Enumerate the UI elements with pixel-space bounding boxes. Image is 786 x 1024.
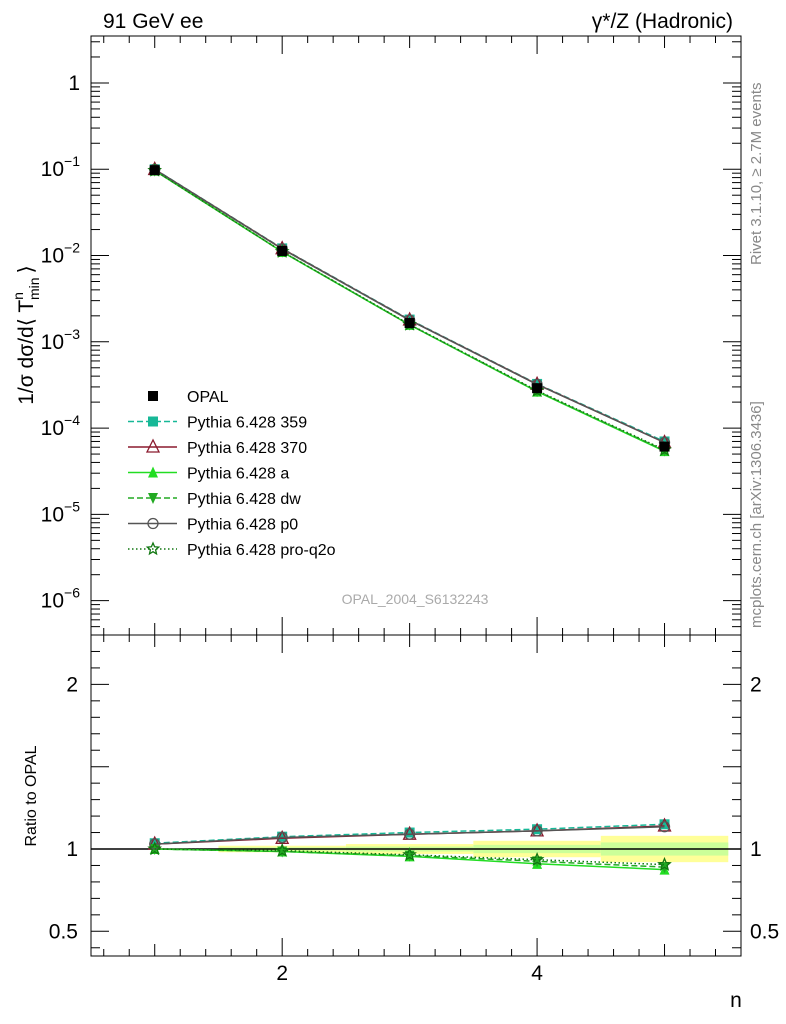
series-line — [154, 169, 665, 451]
data-point — [277, 245, 288, 256]
data-point — [659, 441, 670, 452]
ratio-tick-label-right: 1 — [750, 838, 762, 861]
legend-label: Pythia 6.428 p0 — [187, 517, 298, 534]
series-line — [154, 168, 665, 444]
y-tick-label: 10−4 — [41, 412, 81, 440]
header-left: 91 GeV ee — [103, 10, 203, 33]
y-tick-label: 10−2 — [41, 240, 81, 268]
rivet-label: Rivet 3.1.10, ≥ 2.7M events — [748, 83, 765, 266]
x-tick-label: 4 — [531, 962, 543, 985]
data-point — [276, 831, 288, 844]
data-point — [659, 819, 670, 830]
data-point — [274, 842, 290, 857]
y-tick-label: 10−3 — [41, 326, 81, 354]
data-point — [404, 827, 415, 838]
series-line — [154, 168, 665, 444]
ratio-panel-frame — [90, 634, 742, 957]
legend-label: OPAL — [187, 389, 229, 406]
y-axis-label-top: 1/σ dσ/d⟨ Tnmin⟩ — [10, 265, 42, 405]
y-tick-label: 10−1 — [41, 153, 81, 181]
data-point — [403, 828, 416, 840]
ratio-tick-label-right: 0.5 — [750, 920, 779, 943]
axis-ticks: 2 4 1 10−1 10−2 10−3 10−4 10−5 10−6 2 2 1 1 0.5 0.5 — [41, 36, 779, 985]
top-panel-series — [147, 160, 672, 457]
data-point — [148, 466, 158, 478]
data-point — [402, 847, 417, 861]
legend-label: Pythia 6.428 pro-q2o — [187, 542, 336, 559]
data-point — [657, 817, 672, 832]
ratio-tick-label-left: 1 — [66, 838, 78, 861]
mcplots-label: mcplots.cern.ch [arXiv:1306.3436] — [748, 401, 765, 628]
y-tick-label: 10−6 — [41, 585, 81, 613]
data-point — [148, 493, 158, 504]
data-point — [404, 850, 415, 862]
series-line — [154, 169, 665, 452]
data-point — [147, 517, 159, 530]
legend-label: Pythia 6.428 a — [187, 466, 289, 483]
data-point — [145, 438, 161, 453]
legend-label: Pythia 6.428 dw — [187, 491, 301, 508]
header-right: γ*/Z (Hadronic) — [592, 10, 733, 33]
data-point — [148, 416, 158, 427]
legend-label: Pythia 6.428 370 — [187, 440, 307, 457]
data-point — [532, 824, 543, 835]
data-point — [658, 821, 671, 833]
data-point — [147, 841, 163, 856]
data-point — [277, 831, 288, 842]
analysis-watermark: OPAL_2004_S6132243 — [342, 591, 489, 607]
y-tick-label: 10−5 — [41, 498, 81, 526]
ratio-panel-series — [147, 817, 672, 875]
ratio-line — [154, 848, 665, 866]
series-line — [154, 168, 665, 443]
legend-label: Pythia 6.428 359 — [187, 415, 307, 432]
legend: OPAL Pythia 6.428 359 Pythia 6.428 370 Pyth… — [128, 389, 336, 559]
y-axis-label-ratio: Ratio to OPAL — [23, 745, 40, 846]
data-point — [529, 852, 545, 867]
data-point — [531, 825, 543, 837]
data-point — [404, 318, 415, 329]
ratio-tick-label-left: 0.5 — [49, 920, 78, 943]
x-tick-label: 2 — [276, 962, 288, 985]
ratio-tick-label-left: 2 — [66, 673, 78, 696]
x-axis-label: n — [730, 989, 742, 1012]
data-point — [145, 541, 161, 556]
y-tick-label: 1 — [68, 72, 80, 95]
data-point — [659, 436, 670, 447]
ratio-line — [154, 826, 665, 845]
data-point — [149, 165, 160, 176]
ratio-tick-label-right: 2 — [750, 673, 762, 696]
data-point — [532, 383, 543, 394]
data-point — [148, 391, 158, 401]
series-line — [154, 169, 665, 452]
data-point — [657, 856, 672, 871]
